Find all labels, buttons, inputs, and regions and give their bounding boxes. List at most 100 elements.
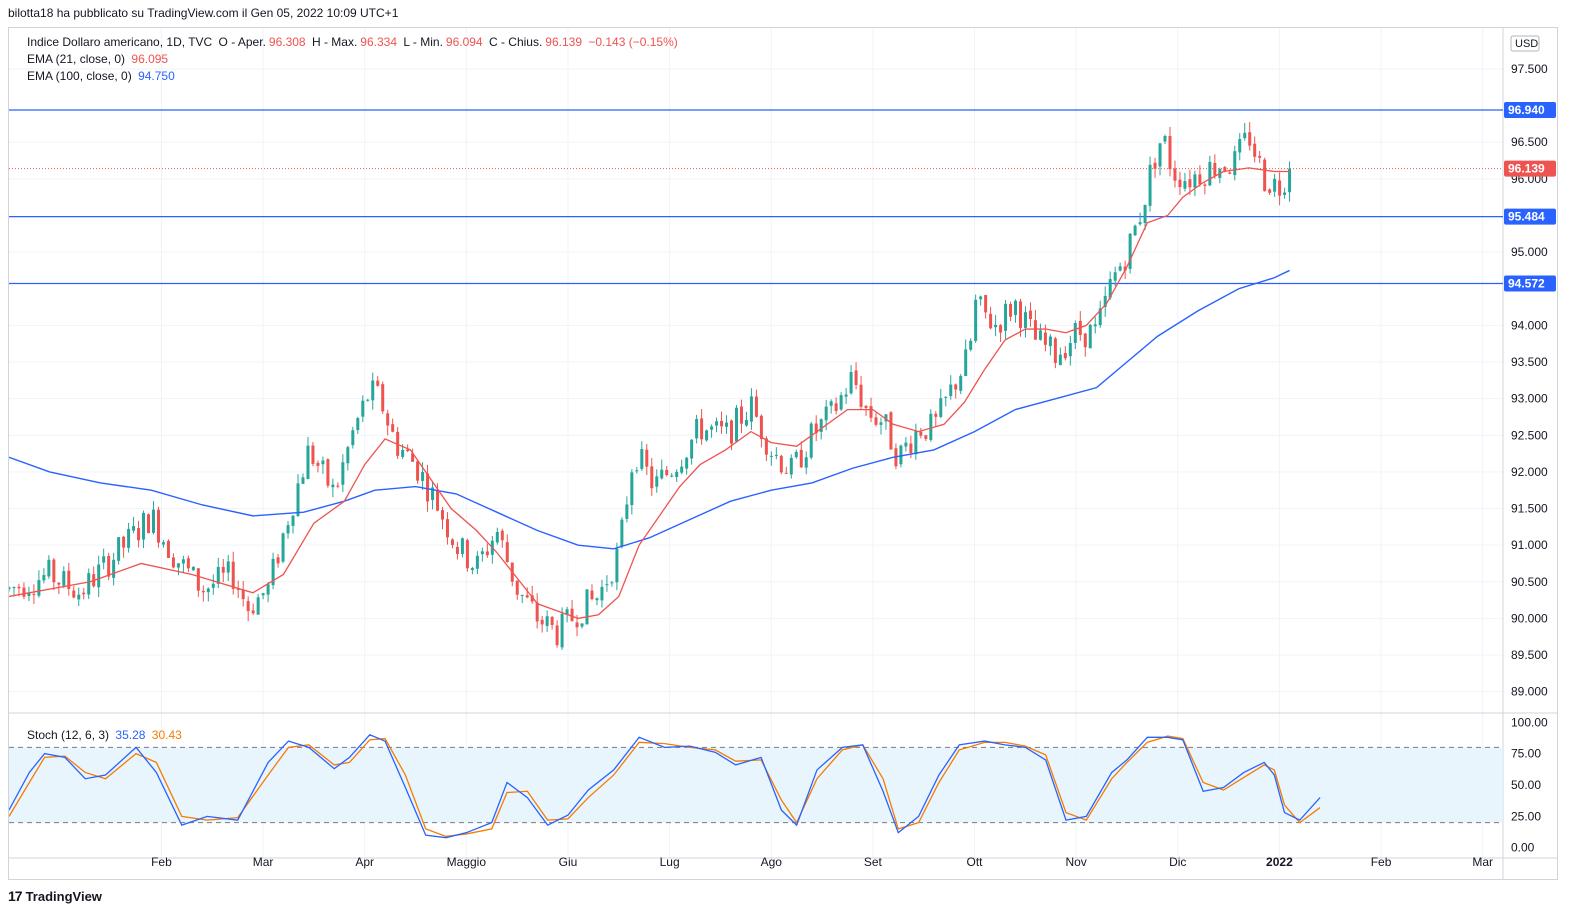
candle-body[interactable]: [1228, 172, 1232, 174]
candle-body[interactable]: [560, 613, 564, 648]
candle-body[interactable]: [1068, 343, 1072, 357]
candle-body[interactable]: [730, 420, 734, 444]
candle-body[interactable]: [874, 417, 878, 425]
candle-body[interactable]: [376, 380, 380, 386]
candle-body[interactable]: [565, 609, 569, 615]
candle-body[interactable]: [1063, 352, 1067, 359]
candle-body[interactable]: [1043, 332, 1047, 345]
candle-body[interactable]: [261, 593, 265, 596]
candle-body[interactable]: [431, 487, 435, 501]
candle-body[interactable]: [1258, 155, 1262, 158]
ema100-legend[interactable]: EMA (100, close, 0) 94.750: [27, 69, 178, 83]
candle-body[interactable]: [500, 530, 504, 541]
candle-body[interactable]: [1143, 204, 1147, 224]
candle-body[interactable]: [391, 424, 395, 432]
candle-body[interactable]: [421, 472, 425, 481]
candle-body[interactable]: [211, 583, 215, 588]
candle-body[interactable]: [480, 551, 484, 555]
candle-body[interactable]: [1138, 222, 1142, 225]
candle-body[interactable]: [1023, 312, 1027, 328]
candle-body[interactable]: [271, 558, 275, 586]
candle-body[interactable]: [655, 476, 659, 487]
candle-body[interactable]: [1208, 161, 1212, 186]
candle-body[interactable]: [1053, 338, 1057, 363]
candle-body[interactable]: [1128, 233, 1132, 269]
candle-body[interactable]: [1108, 279, 1112, 298]
candle-body[interactable]: [819, 419, 823, 432]
candle-body[interactable]: [1004, 303, 1008, 331]
candle-body[interactable]: [575, 622, 579, 628]
candle-body[interactable]: [1223, 167, 1227, 171]
candle-body[interactable]: [1148, 164, 1152, 206]
candle-body[interactable]: [749, 396, 753, 422]
candle-body[interactable]: [1083, 333, 1087, 348]
candle-body[interactable]: [191, 566, 195, 571]
candle-body[interactable]: [1263, 159, 1267, 192]
candle-body[interactable]: [914, 430, 918, 455]
tradingview-brand[interactable]: 17 TradingView: [8, 888, 102, 904]
candle-body[interactable]: [934, 413, 938, 417]
candle-body[interactable]: [112, 559, 116, 578]
candle-body[interactable]: [176, 563, 180, 568]
candle-body[interactable]: [426, 473, 430, 502]
candle-body[interactable]: [226, 561, 230, 573]
candle-body[interactable]: [117, 537, 121, 561]
chart-canvas[interactable]: 97.50096.50096.00095.00094.00093.50093.0…: [9, 28, 1557, 879]
candle-body[interactable]: [1133, 225, 1137, 236]
candle-body[interactable]: [754, 396, 758, 417]
candle-body[interactable]: [231, 561, 235, 589]
candle-body[interactable]: [580, 623, 584, 627]
candle-body[interactable]: [107, 556, 111, 577]
candle-body[interactable]: [715, 421, 719, 426]
candle-body[interactable]: [515, 580, 519, 595]
candle-body[interactable]: [156, 509, 160, 543]
candle-body[interactable]: [62, 571, 66, 586]
candle-body[interactable]: [356, 418, 360, 430]
candle-body[interactable]: [854, 370, 858, 385]
candle-body[interactable]: [570, 608, 574, 621]
candle-body[interactable]: [371, 380, 375, 401]
candle-body[interactable]: [216, 566, 220, 584]
candle-body[interactable]: [47, 559, 51, 577]
candle-body[interactable]: [505, 542, 509, 563]
candle-body[interactable]: [1193, 174, 1197, 188]
candle-body[interactable]: [954, 384, 958, 390]
candle-body[interactable]: [1198, 174, 1202, 185]
candle-body[interactable]: [97, 564, 101, 588]
candle-body[interactable]: [1283, 192, 1287, 195]
candle-body[interactable]: [1019, 301, 1023, 328]
candle-body[interactable]: [779, 455, 783, 473]
candle-body[interactable]: [1103, 295, 1107, 308]
candle-body[interactable]: [281, 533, 285, 562]
candle-body[interactable]: [316, 462, 320, 466]
candle-body[interactable]: [17, 586, 21, 589]
candle-body[interactable]: [1273, 178, 1277, 192]
candle-body[interactable]: [311, 445, 315, 464]
candle-body[interactable]: [615, 548, 619, 583]
candle-body[interactable]: [974, 299, 978, 341]
candle-body[interactable]: [406, 449, 410, 452]
candle-body[interactable]: [1123, 266, 1127, 271]
candle-body[interactable]: [465, 540, 469, 569]
candle-body[interactable]: [1183, 181, 1187, 189]
candle-body[interactable]: [1203, 184, 1207, 186]
candle-body[interactable]: [869, 406, 873, 418]
candle-body[interactable]: [201, 590, 205, 593]
candle-body[interactable]: [1253, 143, 1257, 157]
candle-body[interactable]: [1163, 136, 1167, 142]
candle-body[interactable]: [720, 420, 724, 427]
candle-body[interactable]: [979, 296, 983, 300]
candle-body[interactable]: [142, 512, 146, 540]
candle-body[interactable]: [769, 455, 773, 457]
candle-body[interactable]: [241, 589, 245, 600]
candle-body[interactable]: [804, 457, 808, 468]
candle-body[interactable]: [450, 539, 454, 545]
chart-frame[interactable]: 97.500 96.500 96.000 95.000 94.000 93.500 93.0…: [8, 27, 1558, 880]
candle-body[interactable]: [939, 398, 943, 417]
candle-body[interactable]: [984, 295, 988, 313]
candle-body[interactable]: [166, 540, 170, 558]
candle-body[interactable]: [1178, 179, 1182, 188]
candle-body[interactable]: [1158, 143, 1162, 167]
candle-body[interactable]: [386, 413, 390, 426]
candle-body[interactable]: [929, 413, 933, 440]
